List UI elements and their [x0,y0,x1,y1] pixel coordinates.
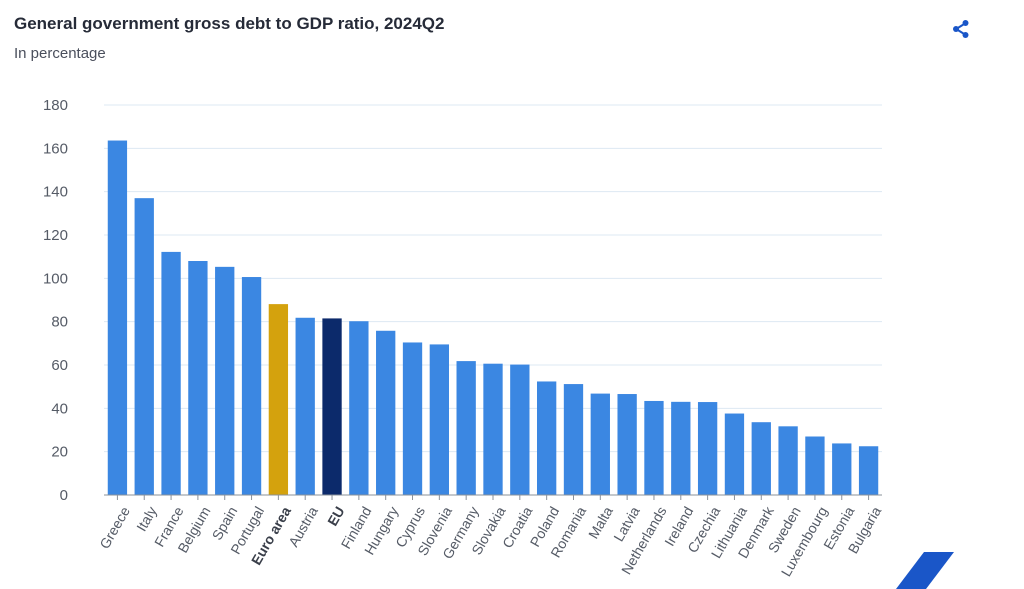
bar [697,402,718,495]
y-tick-label: 140 [43,184,68,201]
y-tick-label: 60 [51,357,68,374]
bar [429,344,450,495]
bar [241,277,262,495]
chart-subtitle: In percentage [14,45,106,62]
bar [376,330,396,495]
share-button[interactable] [946,14,976,44]
y-tick-label: 0 [60,487,68,504]
bar [295,317,315,495]
bar [671,401,691,495]
bar [402,342,423,495]
bar [778,426,798,495]
y-tick-label: 180 [43,97,68,114]
bar [188,261,208,495]
bar [563,384,584,495]
y-tick-label: 20 [51,444,68,461]
bar [832,443,852,495]
bar [322,318,342,495]
y-tick-label: 40 [51,400,68,417]
y-tick-label: 100 [43,270,68,287]
bar [617,394,637,495]
bar [456,361,476,495]
bar [134,198,154,495]
bar [510,364,530,495]
x-tick-label: EU [324,504,348,529]
bar [644,400,664,495]
chart-title: General government gross debt to GDP rat… [14,14,445,33]
bar [590,393,610,495]
y-tick-label: 120 [43,227,68,244]
x-tick-label: Greece [96,504,133,552]
bar [215,266,235,495]
bar [107,140,128,496]
x-tick-label: Italy [133,504,160,534]
bar [268,304,289,495]
brand-stripe-graphic [896,552,954,589]
bar [805,436,825,495]
bar [536,381,557,495]
bar [724,413,745,495]
bar [483,363,503,495]
bar [349,321,369,495]
bar [858,446,879,495]
y-tick-label: 80 [51,314,68,331]
bar [161,251,181,495]
share-icon [953,20,969,38]
bar [751,422,771,495]
y-tick-label: 160 [43,140,68,157]
